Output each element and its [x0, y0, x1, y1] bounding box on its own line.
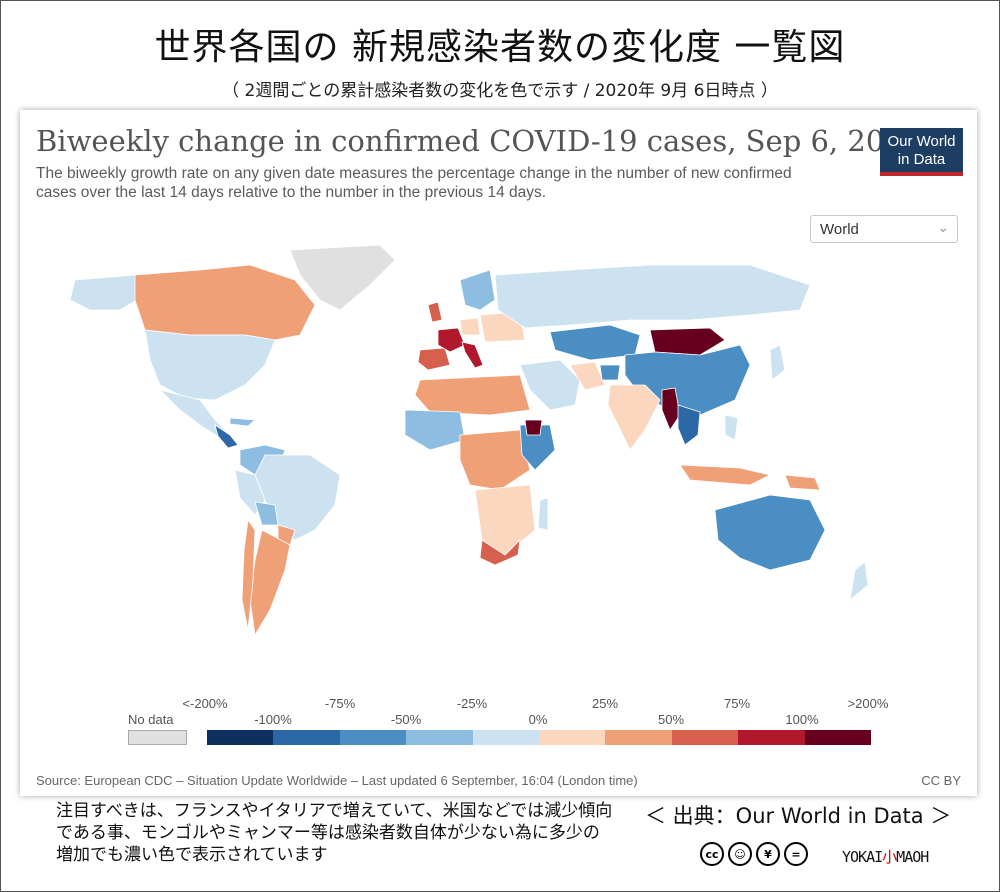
- cc-icon: cc: [700, 842, 724, 866]
- legend-tick: -100%: [254, 712, 292, 727]
- legend-bin-swatch[interactable]: [539, 730, 606, 745]
- license-label[interactable]: CC BY: [921, 773, 961, 788]
- region-india[interactable]: [607, 384, 661, 451]
- region-germany[interactable]: [459, 317, 481, 336]
- region-canada[interactable]: [134, 264, 316, 341]
- region-east-africa[interactable]: [519, 424, 556, 471]
- legend-bin-swatch[interactable]: [273, 730, 341, 745]
- region-iran[interactable]: [569, 361, 606, 391]
- brand-logo: YOKAI小MAOH: [842, 846, 929, 867]
- credit-label: ＜ 出典：Our World in Data ＞: [645, 804, 952, 828]
- region-west-africa[interactable]: [404, 409, 466, 451]
- region-greenland[interactable]: [289, 244, 396, 311]
- legend-bin-swatch[interactable]: [671, 730, 739, 745]
- region-argentina[interactable]: [249, 529, 291, 637]
- japanese-subtitle: （ 2週間ごとの累計感染者数の変化を色で示す / 2020年 9月 6日時点 ）: [222, 81, 778, 101]
- region-central-america[interactable]: [214, 424, 239, 449]
- region-alaska[interactable]: [69, 274, 146, 311]
- color-legend: No data <-200% -75% -25% 25% 75% >200% -…: [20, 690, 977, 750]
- legend-bin-swatch[interactable]: [804, 730, 872, 745]
- region-france[interactable]: [437, 327, 466, 353]
- legend-tick: -50%: [390, 712, 422, 727]
- legend-bin-swatch[interactable]: [406, 730, 474, 745]
- region-scandinavia[interactable]: [459, 269, 496, 311]
- cc-nd-icon: =: [784, 842, 808, 866]
- region-select-value: World: [820, 221, 859, 238]
- brand-mid: 小: [882, 848, 897, 866]
- logo-line-1: Our World: [887, 133, 956, 150]
- legend-bin-swatch[interactable]: [738, 730, 806, 745]
- region-chile[interactable]: [241, 518, 256, 631]
- legend-tick: 25%: [591, 696, 619, 711]
- legend-tick: -75%: [324, 696, 356, 711]
- region-cuba[interactable]: [229, 417, 256, 427]
- region-central-africa[interactable]: [459, 429, 531, 491]
- brand-left: YOKAI: [842, 848, 883, 866]
- region-new-zealand[interactable]: [849, 561, 869, 601]
- cc-by-icon: ☺: [728, 842, 752, 866]
- world-map[interactable]: [50, 240, 950, 680]
- region-russia[interactable]: [494, 264, 811, 329]
- region-north-africa[interactable]: [414, 374, 531, 416]
- chart-title: Biweekly change in confirmed COVID-19 ca…: [36, 124, 922, 158]
- japanese-title: 世界各国の 新規感染者数の変化度 一覧図: [154, 27, 846, 68]
- region-bolivia[interactable]: [254, 501, 279, 526]
- legend-tick: 75%: [723, 696, 751, 711]
- logo-line-2: in Data: [897, 151, 946, 168]
- legend-tick: <-200%: [182, 696, 228, 711]
- region-myanmar[interactable]: [661, 387, 681, 431]
- region-spain[interactable]: [417, 347, 451, 371]
- region-indonesia[interactable]: [679, 464, 772, 486]
- legend-tick: >200%: [847, 696, 889, 711]
- region-japan[interactable]: [769, 344, 786, 381]
- region-italy[interactable]: [461, 341, 484, 369]
- cc-license-icons: cc ☺ ¥ =: [700, 842, 808, 866]
- region-middle-east[interactable]: [519, 359, 581, 411]
- owid-logo[interactable]: Our World in Data: [880, 128, 963, 176]
- chart-subtitle: The biweekly growth rate on any given da…: [36, 165, 792, 201]
- region-afghanistan[interactable]: [599, 364, 621, 381]
- region-mongolia[interactable]: [649, 327, 726, 356]
- source-note: Source: European CDC – Situation Update …: [36, 773, 638, 788]
- region-southeast-asia[interactable]: [677, 404, 701, 446]
- brand-right: MAOH: [896, 848, 929, 866]
- legend-tick: 50%: [657, 712, 685, 727]
- region-madagascar[interactable]: [537, 497, 549, 531]
- region-brazil[interactable]: [254, 454, 341, 541]
- chart-card: Biweekly change in confirmed COVID-19 ca…: [20, 110, 977, 796]
- legend-bin-swatch[interactable]: [339, 730, 407, 745]
- legend-no-data-swatch[interactable]: [128, 730, 187, 745]
- region-south-africa[interactable]: [479, 538, 521, 566]
- region-philippines[interactable]: [724, 414, 739, 441]
- legend-bin-swatch[interactable]: [605, 730, 673, 745]
- legend-tick: 100%: [785, 712, 819, 727]
- region-united-states[interactable]: [144, 329, 276, 401]
- legend-bin-swatch[interactable]: [207, 730, 274, 745]
- cc-nc-icon: ¥: [756, 842, 780, 866]
- region-uk[interactable]: [427, 301, 443, 323]
- legend-bin-swatch[interactable]: [472, 730, 540, 745]
- chevron-down-icon: ⌄: [937, 219, 949, 235]
- japanese-note: 注目すべきは、フランスやイタリアで増えていて、米国などでは減少傾向である事、モン…: [56, 801, 613, 865]
- region-ethiopia[interactable]: [524, 419, 543, 436]
- region-select[interactable]: World ⌄: [810, 215, 958, 243]
- region-papua[interactable]: [784, 474, 821, 491]
- legend-no-data-label: No data: [128, 712, 174, 727]
- legend-tick: -25%: [456, 696, 488, 711]
- legend-tick: 0%: [528, 712, 548, 727]
- region-australia[interactable]: [714, 494, 826, 571]
